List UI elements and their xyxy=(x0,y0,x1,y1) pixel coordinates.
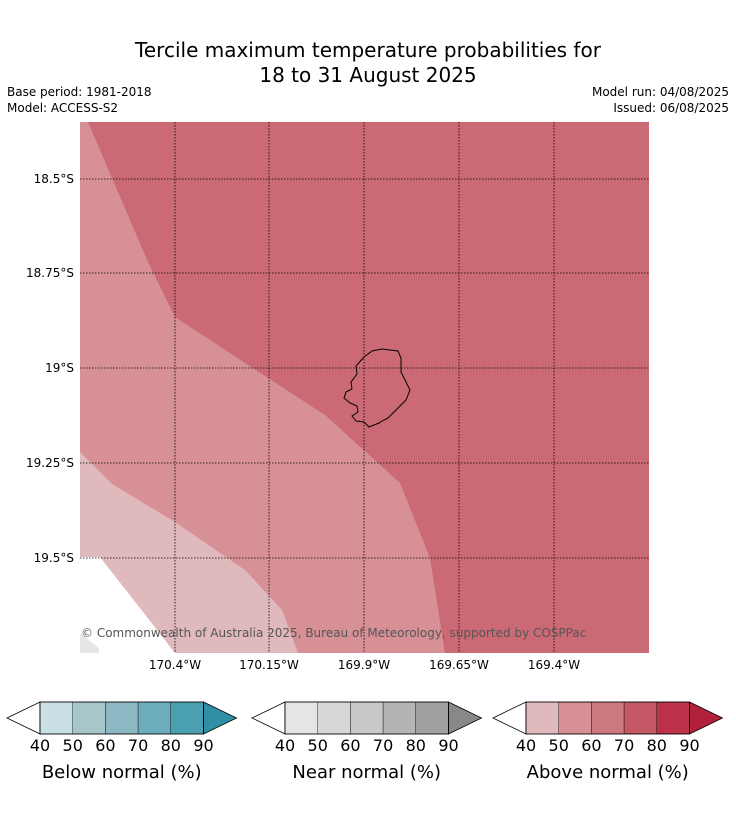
below-colorbar-segment xyxy=(39,701,73,735)
lon-label: 170.15°W xyxy=(239,658,299,672)
near-tick-label: 80 xyxy=(406,736,426,755)
above-tick-label: 40 xyxy=(516,736,536,755)
lon-label: 169.65°W xyxy=(429,658,489,672)
lon-label: 169.9°W xyxy=(338,658,390,672)
near-colorbar-outline xyxy=(284,701,449,735)
below-colorbar-segment xyxy=(72,701,106,735)
lon-label: 169.4°W xyxy=(528,658,580,672)
model-run: Model run: 04/08/2025 xyxy=(591,85,729,99)
above-tick-label: 90 xyxy=(679,736,699,755)
latitude-labels: 18.5°S 18.75°S 19°S 19.25°S 19.5°S xyxy=(26,172,74,565)
near-tick-label: 60 xyxy=(340,736,360,755)
below-extend-high xyxy=(203,701,238,735)
lat-label: 19.5°S xyxy=(34,551,74,565)
above-colorbar-segment xyxy=(591,701,625,735)
above-tick-label: 50 xyxy=(549,736,569,755)
below-tick-label: 60 xyxy=(95,736,115,755)
near-extend-high xyxy=(448,701,483,735)
map-title: Tercile maximum temperature probabilitie… xyxy=(0,38,736,88)
meta-right: Model run: 04/08/2025 Issued: 06/08/2025 xyxy=(592,84,729,116)
below-colorbar-outline xyxy=(39,701,204,735)
near-tick-label: 40 xyxy=(275,736,295,755)
near-tick-label: 70 xyxy=(373,736,393,755)
title-line-1: Tercile maximum temperature probabilitie… xyxy=(135,38,601,62)
above-colorbar-segment xyxy=(558,701,592,735)
near-tick-label: 50 xyxy=(308,736,328,755)
above-extend-high xyxy=(689,701,724,735)
near-colorbar-segment xyxy=(415,701,449,735)
title-line-2: 18 to 31 August 2025 xyxy=(259,63,477,87)
issued-date: Issued: 06/08/2025 xyxy=(613,101,729,115)
near-colorbar: 40 50 60 70 80 90 Near normal (%) xyxy=(251,701,483,783)
above-tick-label: 70 xyxy=(614,736,634,755)
lon-label: 170.4°W xyxy=(149,658,201,672)
below-colorbar: 40 50 60 70 80 90 Below normal (%) xyxy=(6,701,238,783)
base-period: Base period: 1981-2018 xyxy=(7,85,152,99)
near-extend-low xyxy=(251,701,286,735)
below-tick-label: 90 xyxy=(193,736,213,755)
below-colorbar-segment xyxy=(137,701,172,735)
above-tick-label: 80 xyxy=(647,736,667,755)
below-colorbar-title: Below normal (%) xyxy=(42,762,202,783)
near-colorbar-title: Near normal (%) xyxy=(292,762,441,783)
below-extend-low xyxy=(6,701,41,735)
below-40-50-region xyxy=(80,633,99,653)
near-colorbar-segment xyxy=(350,701,384,735)
above-colorbar-segment xyxy=(623,701,657,735)
above-extend-low xyxy=(492,701,527,735)
copyright-text: © Commonwealth of Australia 2025, Bureau… xyxy=(81,626,586,640)
gridlines xyxy=(80,122,649,653)
above-colorbar-title: Above normal (%) xyxy=(527,762,689,783)
below-tick-label: 80 xyxy=(161,736,181,755)
above-tick-label: 60 xyxy=(581,736,601,755)
lat-label: 19°S xyxy=(45,361,74,375)
longitude-labels: 170.4°W 170.15°W 169.9°W 169.65°W 169.4°… xyxy=(149,658,580,672)
below-tick-label: 70 xyxy=(128,736,148,755)
meta-left: Base period: 1981-2018 Model: ACCESS-S2 xyxy=(7,84,152,116)
below-tick-label: 40 xyxy=(30,736,50,755)
lat-label: 18.5°S xyxy=(34,172,74,186)
above-colorbar-segment xyxy=(525,701,559,735)
near-tick-label: 90 xyxy=(438,736,458,755)
near-colorbar-segment xyxy=(382,701,417,735)
island-coastline xyxy=(343,348,411,428)
below-tick-label: 50 xyxy=(63,736,83,755)
near-colorbar-segment xyxy=(284,701,318,735)
above-colorbar-outline xyxy=(525,701,690,735)
map-panel: © Commonwealth of Australia 2025, Bureau… xyxy=(80,122,649,653)
colorbar-legends: 40 50 60 70 80 90 Below normal (%) 40 50 60 70 80 90… xyxy=(6,701,724,783)
lat-label: 19.25°S xyxy=(26,456,74,470)
near-colorbar-segment xyxy=(317,701,351,735)
below-colorbar-segment xyxy=(170,701,204,735)
no-signal-region xyxy=(80,557,175,653)
above-colorbar: 40 50 60 70 80 90 Above normal (%) xyxy=(492,701,724,783)
model-name: Model: ACCESS-S2 xyxy=(7,101,119,115)
below-colorbar-segment xyxy=(105,701,139,735)
lat-label: 18.75°S xyxy=(26,266,74,280)
above-colorbar-segment xyxy=(656,701,690,735)
